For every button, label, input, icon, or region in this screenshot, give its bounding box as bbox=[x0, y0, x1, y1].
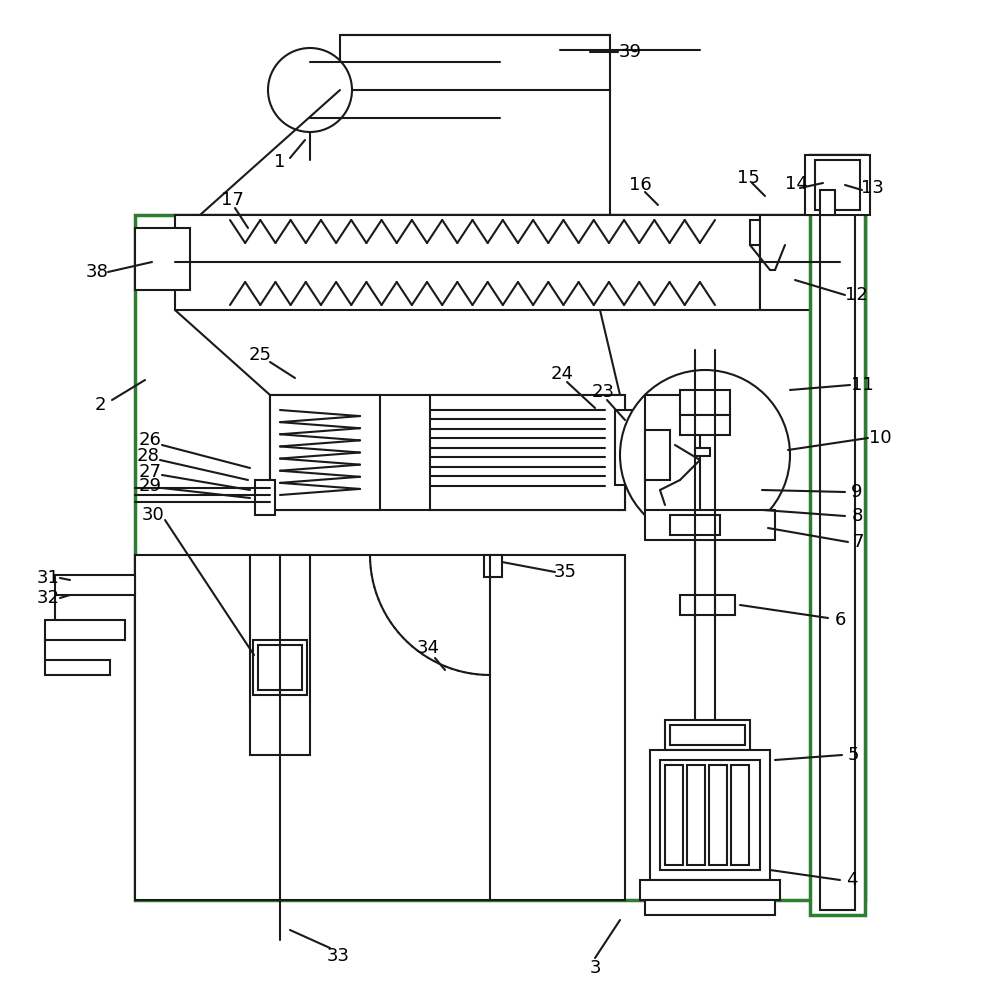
Text: 10: 10 bbox=[868, 429, 891, 447]
Bar bbox=[253, 640, 307, 695]
Bar bbox=[680, 595, 735, 615]
Bar bbox=[815, 160, 860, 210]
Bar bbox=[645, 430, 670, 480]
Bar bbox=[820, 160, 855, 910]
Bar bbox=[665, 720, 750, 750]
Text: 39: 39 bbox=[619, 43, 642, 61]
Text: 25: 25 bbox=[248, 346, 271, 364]
Text: 31: 31 bbox=[37, 569, 59, 587]
Bar bbox=[270, 395, 380, 510]
Text: 38: 38 bbox=[85, 263, 109, 281]
Circle shape bbox=[620, 370, 790, 540]
Bar bbox=[665, 765, 683, 865]
Bar bbox=[750, 220, 785, 245]
Bar bbox=[340, 35, 610, 90]
Text: 7: 7 bbox=[852, 533, 863, 551]
Text: 24: 24 bbox=[550, 365, 573, 383]
Text: 35: 35 bbox=[553, 563, 576, 581]
Text: 12: 12 bbox=[844, 286, 867, 304]
Text: 26: 26 bbox=[139, 431, 161, 449]
Bar bbox=[430, 395, 625, 510]
Text: 13: 13 bbox=[860, 179, 883, 197]
Bar bbox=[615, 410, 645, 485]
Bar bbox=[650, 750, 770, 880]
Text: 3: 3 bbox=[589, 959, 601, 977]
Text: 17: 17 bbox=[221, 191, 244, 209]
Bar bbox=[645, 510, 775, 540]
Bar bbox=[135, 555, 625, 900]
Bar bbox=[820, 190, 835, 215]
Bar bbox=[731, 765, 749, 865]
Bar bbox=[55, 575, 135, 595]
Text: 27: 27 bbox=[139, 463, 161, 481]
Text: 32: 32 bbox=[37, 589, 59, 607]
Bar bbox=[258, 645, 302, 690]
Bar bbox=[175, 215, 760, 310]
Text: 34: 34 bbox=[417, 639, 440, 657]
Bar bbox=[645, 900, 775, 915]
Text: 5: 5 bbox=[847, 746, 858, 764]
Bar bbox=[670, 725, 745, 745]
Text: 1: 1 bbox=[274, 153, 286, 171]
Text: 6: 6 bbox=[835, 611, 845, 629]
Text: 4: 4 bbox=[846, 871, 857, 889]
Bar bbox=[805, 155, 870, 215]
Bar bbox=[660, 760, 760, 870]
Bar bbox=[135, 228, 190, 290]
Text: 16: 16 bbox=[629, 176, 651, 194]
Text: 2: 2 bbox=[94, 396, 106, 414]
Bar bbox=[680, 415, 730, 435]
Text: 33: 33 bbox=[327, 947, 349, 965]
Bar bbox=[760, 215, 815, 310]
Bar bbox=[645, 395, 700, 515]
Text: 23: 23 bbox=[591, 383, 615, 401]
Bar bbox=[670, 515, 720, 535]
Bar bbox=[45, 620, 125, 640]
Bar bbox=[45, 660, 110, 675]
Text: 9: 9 bbox=[851, 483, 862, 501]
Text: 29: 29 bbox=[139, 477, 161, 495]
Bar bbox=[680, 390, 730, 415]
Bar bbox=[709, 765, 727, 865]
Text: 15: 15 bbox=[737, 169, 759, 187]
Bar bbox=[484, 555, 502, 577]
Bar bbox=[687, 765, 705, 865]
Bar bbox=[250, 555, 310, 755]
Bar bbox=[255, 480, 275, 515]
Bar bbox=[270, 395, 625, 510]
Text: 8: 8 bbox=[851, 507, 862, 525]
Text: 30: 30 bbox=[142, 506, 164, 524]
Bar bbox=[640, 880, 780, 900]
Text: 11: 11 bbox=[850, 376, 873, 394]
Bar bbox=[135, 215, 865, 900]
Text: 28: 28 bbox=[137, 447, 159, 465]
Circle shape bbox=[268, 48, 352, 132]
Bar bbox=[810, 155, 865, 915]
Text: 14: 14 bbox=[784, 175, 808, 193]
Bar bbox=[695, 448, 710, 456]
